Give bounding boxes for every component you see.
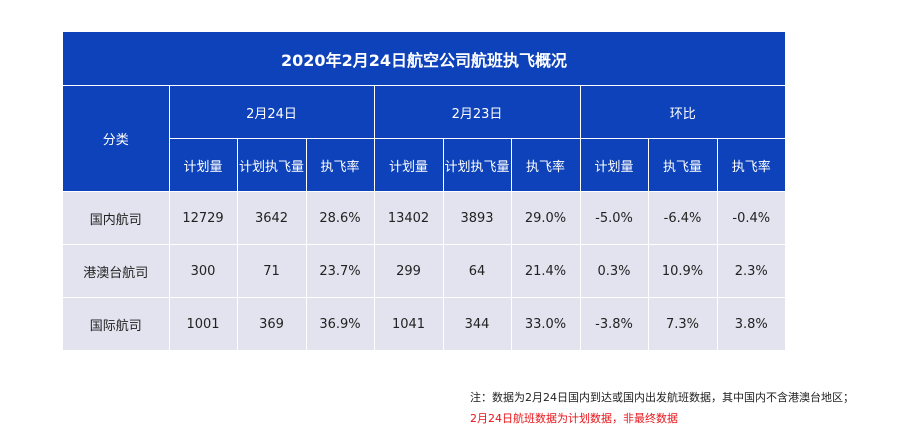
group-header-feb23: 2月23日 <box>374 85 581 139</box>
table-cell: -0.4% <box>717 191 785 245</box>
sub-header: 计划执飞量 <box>237 138 307 192</box>
table-cell: 64 <box>443 244 512 298</box>
table-cell: -6.4% <box>648 191 718 245</box>
table-cell: 3.8% <box>717 297 785 351</box>
sub-header: 执飞率 <box>511 138 581 192</box>
table-cell: 23.7% <box>306 244 375 298</box>
table-cell: 33.0% <box>511 297 581 351</box>
table-cell: 21.4% <box>511 244 581 298</box>
table-cell: -5.0% <box>580 191 649 245</box>
table-cell: 12729 <box>169 191 238 245</box>
table-cell: 369 <box>237 297 307 351</box>
sub-header: 执飞率 <box>306 138 375 192</box>
row-label: 国际航司 <box>63 297 170 351</box>
table-cell: 0.3% <box>580 244 649 298</box>
table-cell: 344 <box>443 297 512 351</box>
flight-summary-table: 2020年2月24日航空公司航班执飞概况 分类 2月24日 2月23日 环比 计… <box>63 32 785 351</box>
table-cell: 1041 <box>374 297 444 351</box>
row-label: 国内航司 <box>63 191 170 245</box>
table-cell: 28.6% <box>306 191 375 245</box>
sub-header: 计划量 <box>374 138 444 192</box>
category-header: 分类 <box>63 85 170 192</box>
sub-header: 计划量 <box>169 138 238 192</box>
group-header-feb24: 2月24日 <box>169 85 375 139</box>
table-cell: 29.0% <box>511 191 581 245</box>
table-row: 国内航司 12729 3642 28.6% 13402 3893 29.0% -… <box>63 191 785 245</box>
sub-header: 计划量 <box>580 138 649 192</box>
table-row: 港澳台航司 300 71 23.7% 299 64 21.4% 0.3% 10.… <box>63 244 785 298</box>
table-cell: 13402 <box>374 191 444 245</box>
footnote-scope: 注：数据为2月24日国内到达或国内出发航班数据，其中国内不含港澳台地区； <box>470 391 854 404</box>
footnote-disclaimer: 2月24日航班数据为计划数据，非最终数据 <box>470 412 678 425</box>
table-cell: 10.9% <box>648 244 718 298</box>
table-title: 2020年2月24日航空公司航班执飞概况 <box>63 32 785 86</box>
table-cell: 36.9% <box>306 297 375 351</box>
sub-header: 计划执飞量 <box>443 138 512 192</box>
table-cell: 300 <box>169 244 238 298</box>
table-cell: 299 <box>374 244 444 298</box>
table-row: 国际航司 1001 369 36.9% 1041 344 33.0% -3.8%… <box>63 297 785 351</box>
table-cell: 3893 <box>443 191 512 245</box>
table-cell: 3642 <box>237 191 307 245</box>
group-header-change: 环比 <box>580 85 785 139</box>
row-label: 港澳台航司 <box>63 244 170 298</box>
sub-header: 执飞率 <box>717 138 785 192</box>
table-cell: 1001 <box>169 297 238 351</box>
table-cell: -3.8% <box>580 297 649 351</box>
table-cell: 7.3% <box>648 297 718 351</box>
footnotes: 注：数据为2月24日国内到达或国内出发航班数据，其中国内不含港澳台地区； 2月2… <box>470 387 854 429</box>
table-cell: 2.3% <box>717 244 785 298</box>
table-cell: 71 <box>237 244 307 298</box>
sub-header: 执飞量 <box>648 138 718 192</box>
